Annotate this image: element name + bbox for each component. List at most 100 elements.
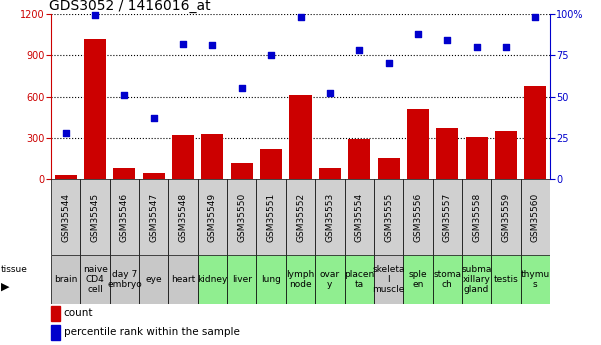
Point	[296, 14, 305, 20]
Bar	[110, 255, 139, 304]
Text: day 7
embryо: day 7 embryо	[107, 270, 142, 289]
Bar	[433, 255, 462, 304]
Bar	[286, 179, 315, 255]
Text: thymu
s: thymu s	[520, 270, 550, 289]
Bar	[377, 158, 400, 179]
Point	[501, 44, 511, 50]
Point	[355, 48, 364, 53]
Text: GSM35556: GSM35556	[413, 193, 423, 242]
Bar	[462, 179, 491, 255]
Bar	[172, 135, 194, 179]
Point	[120, 92, 129, 98]
Point	[237, 86, 246, 91]
Bar	[227, 179, 257, 255]
Text: GSM35558: GSM35558	[472, 193, 481, 242]
Text: subma
xillary
gland: subma xillary gland	[462, 265, 492, 294]
Text: GSM35544: GSM35544	[61, 193, 70, 242]
Bar	[227, 255, 257, 304]
Bar	[168, 255, 198, 304]
Point	[266, 52, 276, 58]
Point	[531, 14, 540, 20]
Bar	[51, 255, 81, 304]
Bar	[114, 168, 135, 179]
Bar	[315, 255, 344, 304]
Bar	[198, 255, 227, 304]
Text: GSM35554: GSM35554	[355, 193, 364, 242]
Point	[61, 130, 70, 136]
Text: kidney: kidney	[197, 275, 228, 284]
Bar	[81, 255, 110, 304]
Bar	[51, 306, 60, 321]
Text: brain: brain	[54, 275, 78, 284]
Text: heart: heart	[171, 275, 195, 284]
Bar	[491, 255, 520, 304]
Text: GSM35557: GSM35557	[443, 193, 452, 242]
Point	[178, 41, 188, 46]
Text: tissue: tissue	[1, 265, 28, 274]
Text: ovar
y: ovar y	[320, 270, 340, 289]
Bar	[257, 179, 286, 255]
Bar	[290, 95, 311, 179]
Bar	[286, 255, 315, 304]
Bar	[315, 179, 344, 255]
Bar	[436, 128, 458, 179]
Text: eye: eye	[145, 275, 162, 284]
Text: skeleta
l
muscle: skeleta l muscle	[372, 265, 405, 294]
Text: sple
en: sple en	[409, 270, 427, 289]
Bar	[55, 175, 77, 179]
Text: percentile rank within the sample: percentile rank within the sample	[64, 327, 239, 337]
Text: GSM35552: GSM35552	[296, 193, 305, 242]
Text: GSM35560: GSM35560	[531, 193, 540, 242]
Bar	[495, 131, 517, 179]
Text: liver: liver	[232, 275, 252, 284]
Bar	[139, 255, 168, 304]
Bar	[319, 168, 341, 179]
Text: GSM35559: GSM35559	[501, 193, 510, 242]
Text: lung: lung	[261, 275, 281, 284]
Text: GSM35550: GSM35550	[237, 193, 246, 242]
Point	[90, 13, 100, 18]
Text: testis: testis	[493, 275, 518, 284]
Text: stoma
ch: stoma ch	[433, 270, 461, 289]
Bar	[168, 179, 198, 255]
Bar	[374, 179, 403, 255]
Bar	[462, 255, 491, 304]
Point	[383, 61, 393, 66]
Bar	[110, 179, 139, 255]
Bar	[143, 172, 165, 179]
Point	[413, 31, 423, 37]
Text: naive
CD4
cell: naive CD4 cell	[83, 265, 108, 294]
Text: ▶: ▶	[1, 282, 10, 291]
Point	[472, 44, 481, 50]
Bar	[84, 39, 106, 179]
Bar	[374, 255, 403, 304]
Bar	[344, 255, 374, 304]
Bar	[466, 137, 487, 179]
Bar	[403, 255, 433, 304]
Bar	[520, 255, 550, 304]
Bar	[520, 179, 550, 255]
Bar	[407, 109, 429, 179]
Bar	[231, 163, 253, 179]
Text: GSM35551: GSM35551	[267, 193, 276, 242]
Bar	[491, 179, 520, 255]
Bar	[524, 86, 546, 179]
Text: GSM35547: GSM35547	[149, 193, 158, 242]
Text: GSM35553: GSM35553	[325, 193, 334, 242]
Text: GSM35548: GSM35548	[178, 193, 188, 242]
Bar	[260, 149, 282, 179]
Point	[208, 42, 218, 48]
Bar	[51, 325, 60, 339]
Bar	[403, 179, 433, 255]
Bar	[344, 179, 374, 255]
Text: GSM35549: GSM35549	[208, 193, 217, 242]
Bar	[257, 255, 286, 304]
Bar	[81, 179, 110, 255]
Text: GDS3052 / 1416016_at: GDS3052 / 1416016_at	[49, 0, 210, 13]
Text: count: count	[64, 308, 93, 318]
Bar	[51, 179, 81, 255]
Bar	[198, 179, 227, 255]
Bar	[433, 179, 462, 255]
Bar	[201, 134, 224, 179]
Text: lymph
node: lymph node	[286, 270, 315, 289]
